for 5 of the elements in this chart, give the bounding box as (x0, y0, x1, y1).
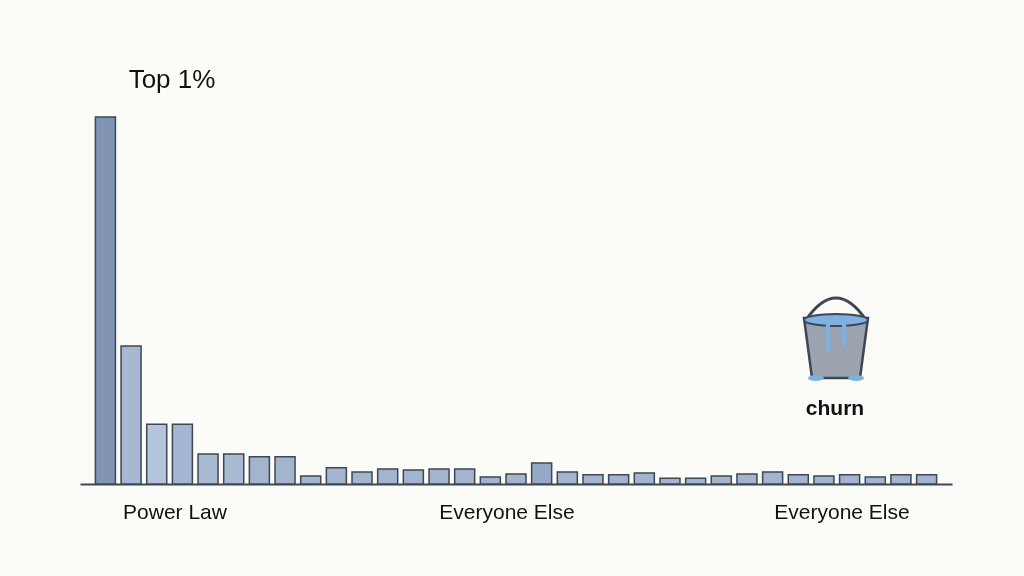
text: Everyone Else (439, 500, 575, 524)
text: Power Law (123, 500, 227, 524)
text: Everyone Else (774, 500, 910, 524)
text: Top 1% (128, 64, 216, 95)
annotation: churn (805, 396, 865, 420)
